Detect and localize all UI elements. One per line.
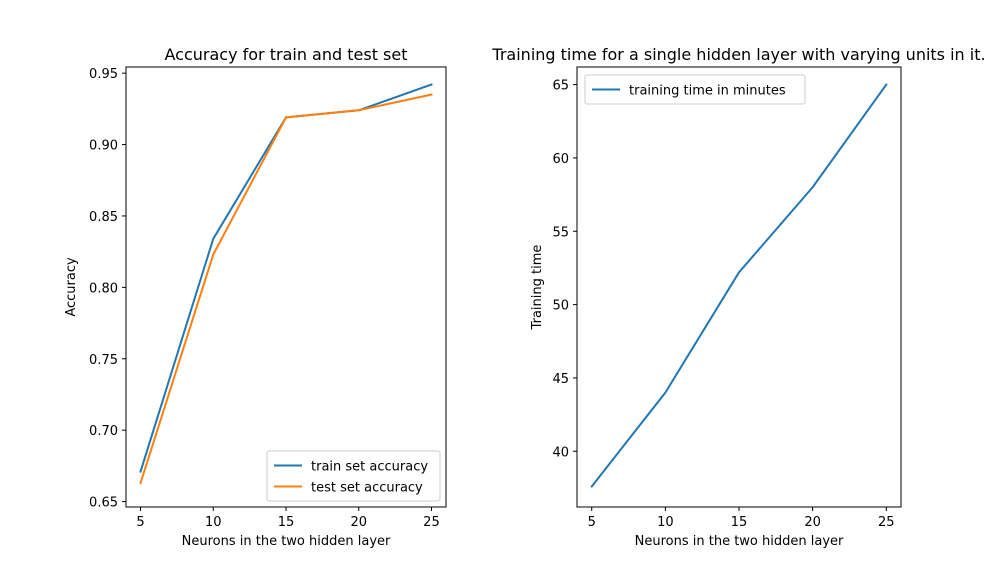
legend-frame [584, 74, 806, 105]
y-tick-label: 40 [552, 445, 569, 460]
accuracy-chart: Accuracy for train and test set Neurons … [64, 45, 447, 549]
x-tick-label: 10 [657, 515, 674, 530]
y-tick-label: 0.65 [89, 496, 118, 511]
x-tick-label: 10 [205, 515, 222, 530]
x-tick-label: 15 [731, 515, 748, 530]
y-tick-label: 60 [552, 152, 569, 167]
y-axis-label: Accuracy [64, 257, 79, 317]
x-axis-label: Neurons in the two hidden layer [635, 534, 844, 549]
x-tick-label: 5 [588, 515, 596, 530]
y-tick-label: 0.75 [89, 353, 118, 368]
y-tick-label: 0.90 [89, 139, 118, 154]
series-group [139, 83, 433, 485]
y-tick-label: 45 [552, 372, 569, 387]
plot-frame [576, 66, 902, 508]
series-line-1 [139, 93, 433, 485]
legend: training time in minutes [584, 74, 806, 105]
x-axis-label: Neurons in the two hidden layer [182, 534, 391, 549]
x-tick-label: 25 [878, 515, 895, 530]
x-tick-label: 5 [136, 515, 144, 530]
y-tick-label: 0.95 [89, 67, 118, 82]
training-time-chart: Training time for a single hidden layer … [491, 45, 985, 549]
legend-label: train set accuracy [311, 460, 428, 475]
y-tick-label: 50 [552, 299, 569, 314]
x-tick-label: 20 [350, 515, 367, 530]
legend-label: training time in minutes [629, 84, 786, 99]
chart-title: Accuracy for train and test set [165, 45, 408, 64]
legend-label: test set accuracy [311, 481, 423, 496]
y-tick-label: 0.70 [89, 424, 118, 439]
x-tick-label: 25 [423, 515, 440, 530]
axis-ticks: 5 10 15 20 25 40 45 50 55 60 65 [552, 79, 894, 530]
x-tick-label: 15 [278, 515, 295, 530]
y-tick-label: 65 [552, 79, 569, 94]
y-tick-label: 0.85 [89, 210, 118, 225]
chart-title: Training time for a single hidden layer … [491, 45, 985, 64]
series-line-0 [590, 83, 888, 488]
axis-ticks: 5 10 15 20 25 0.65 0.70 0.75 0.80 0.85 0.90 0.95 [89, 67, 440, 530]
plot-frame [125, 66, 447, 508]
y-tick-label: 55 [552, 225, 569, 240]
legend: train set accuracy test set accuracy [266, 450, 441, 502]
series-group [590, 83, 888, 488]
y-tick-label: 0.80 [89, 281, 118, 296]
y-axis-label: Training time [530, 245, 545, 331]
x-tick-label: 20 [804, 515, 821, 530]
legend-frame [266, 450, 441, 502]
